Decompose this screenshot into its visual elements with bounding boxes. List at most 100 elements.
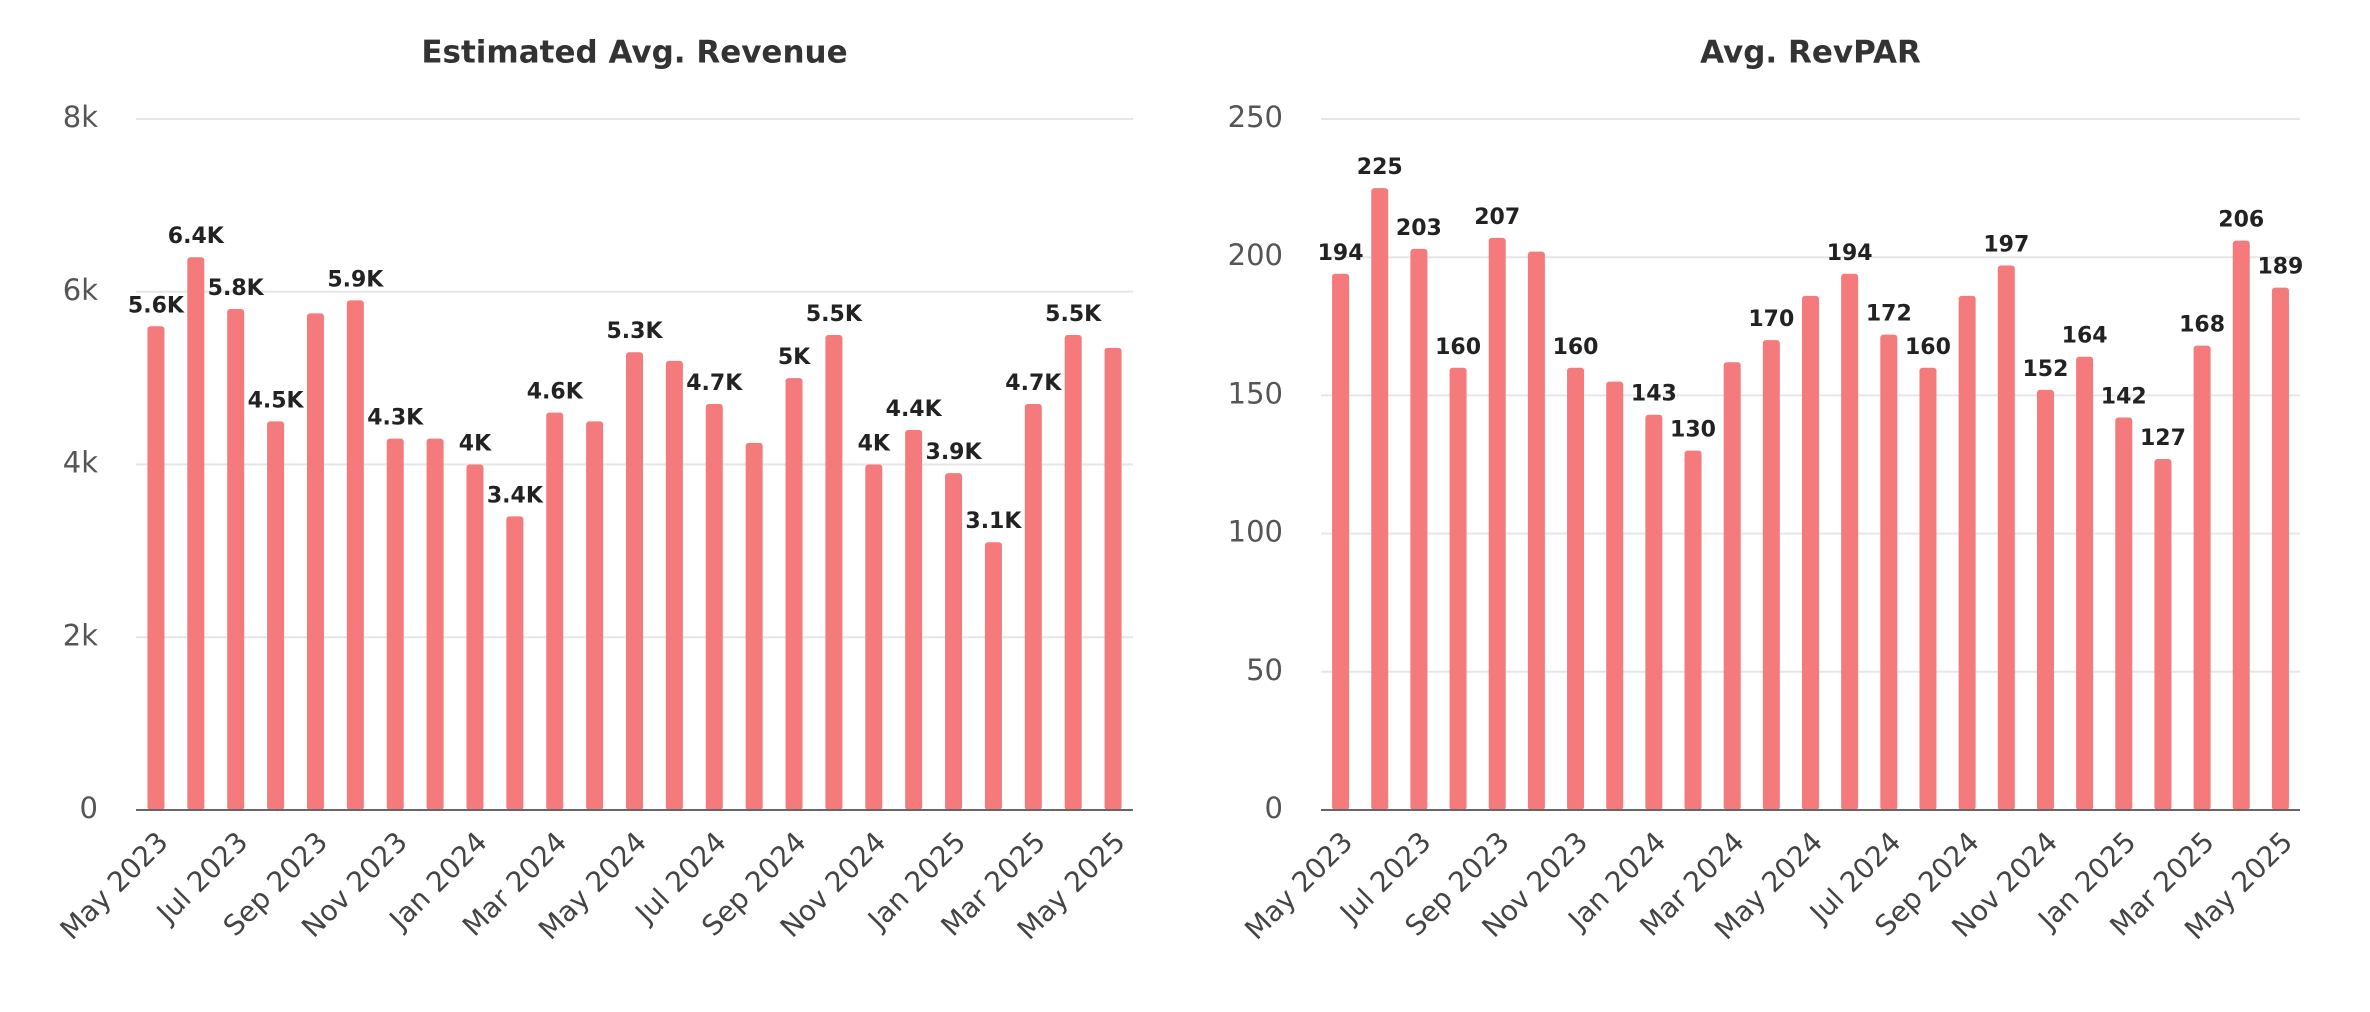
bar: [1567, 367, 1585, 810]
y-tick-label: 100: [1228, 515, 1283, 549]
data-label: 3.9K: [926, 440, 983, 465]
bar: [386, 438, 404, 810]
y-tick-label: 200: [1228, 238, 1283, 272]
data-label: 4K: [858, 432, 891, 457]
bar: [306, 313, 324, 810]
bar: [905, 429, 923, 810]
data-label: 3.4K: [487, 483, 544, 508]
bar: [1104, 347, 1122, 810]
bar: [1371, 188, 1389, 811]
data-label: 4K: [459, 432, 492, 457]
bar: [1880, 334, 1898, 810]
x-tick-label: May 2023: [1238, 825, 1359, 946]
data-label: 197: [1983, 232, 2029, 257]
bar: [1723, 362, 1741, 810]
bar: [626, 352, 643, 810]
data-label: 160: [1553, 335, 1599, 360]
chart-title: Avg. RevPAR: [1700, 35, 1921, 71]
data-label: 160: [1905, 335, 1951, 360]
data-label: 4.4K: [886, 397, 943, 422]
bar: [1064, 334, 1082, 810]
bar: [1841, 273, 1859, 810]
data-label: 5.5K: [806, 302, 863, 327]
data-label: 5.3K: [606, 319, 663, 344]
data-label: 160: [1435, 335, 1481, 360]
data-label: 225: [1357, 155, 1403, 180]
bar: [1802, 295, 1819, 810]
data-label: 143: [1631, 382, 1677, 407]
data-label: 127: [2140, 426, 2186, 451]
bar: [506, 516, 524, 810]
bar: [2232, 240, 2250, 811]
bar: [984, 542, 1002, 810]
data-label: 168: [2179, 313, 2225, 338]
bar: [1958, 295, 1976, 810]
bar: [1488, 237, 1506, 811]
data-label: 5.9K: [327, 267, 384, 292]
bar: [705, 404, 723, 810]
bar: [2193, 345, 2211, 810]
data-label: 172: [1866, 302, 1912, 327]
bar: [1527, 251, 1545, 810]
bar: [665, 360, 683, 810]
bar: [745, 442, 763, 810]
bar: [2036, 389, 2054, 810]
data-label: 5.8K: [208, 276, 265, 301]
bar: [586, 421, 604, 810]
bar: [1606, 381, 1624, 810]
y-tick-label: 0: [80, 791, 98, 825]
bar: [825, 334, 843, 810]
bar: [2076, 356, 2094, 810]
data-label: 207: [1474, 205, 1520, 230]
bar: [267, 421, 285, 810]
bar: [147, 326, 165, 810]
data-label: 4.7K: [1005, 371, 1062, 396]
bar: [945, 473, 963, 810]
data-label: 5K: [778, 345, 811, 370]
chart: Estimated Avg. Revenue 0 2k 4k 6k 8k 5.6K May 2…: [54, 35, 1133, 946]
bar: [1410, 248, 1428, 810]
y-tick-label: 6k: [63, 273, 98, 307]
bar: [1762, 340, 1780, 810]
x-tick-label: May 2023: [54, 825, 175, 946]
bar: [227, 309, 245, 810]
data-label: 4.6K: [527, 380, 584, 405]
bar: [2115, 417, 2133, 810]
bar: [346, 300, 364, 810]
data-label: 5.5K: [1045, 302, 1102, 327]
y-tick-label: 2k: [63, 618, 98, 652]
data-label: 3.1K: [965, 509, 1022, 534]
data-label: 189: [2257, 255, 2303, 280]
data-label: 4.7K: [686, 371, 743, 396]
data-label: 152: [2022, 357, 2068, 382]
y-tick-label: 250: [1228, 100, 1283, 134]
data-label: 4.3K: [367, 406, 424, 431]
bar: [2154, 458, 2172, 810]
bar: [546, 412, 564, 810]
bar: [426, 438, 444, 810]
data-label: 130: [1670, 418, 1716, 443]
bar: [785, 378, 803, 810]
data-label: 142: [2101, 385, 2147, 410]
bar: [1997, 265, 2015, 810]
y-tick-label: 50: [1246, 653, 1283, 687]
y-tick-label: 150: [1228, 376, 1283, 410]
chart: Avg. RevPAR 0 50 100 150 200 250 194 May 2023 225…: [1228, 35, 2304, 947]
data-label: 170: [1748, 307, 1794, 332]
bar: [2271, 287, 2289, 810]
data-label: 194: [1827, 241, 1873, 266]
chart-title: Estimated Avg. Revenue: [421, 35, 847, 71]
y-tick-label: 0: [1265, 791, 1283, 825]
bar: [1449, 367, 1467, 810]
data-label: 206: [2218, 208, 2264, 233]
data-label: 4.5K: [248, 388, 305, 413]
bar: [187, 257, 205, 810]
y-tick-label: 8k: [63, 100, 98, 134]
bar: [865, 464, 883, 810]
bar: [1684, 450, 1702, 810]
bar: [1024, 404, 1042, 810]
data-label: 5.6K: [128, 293, 185, 318]
bar: [1645, 414, 1663, 810]
bar: [1919, 367, 1937, 810]
